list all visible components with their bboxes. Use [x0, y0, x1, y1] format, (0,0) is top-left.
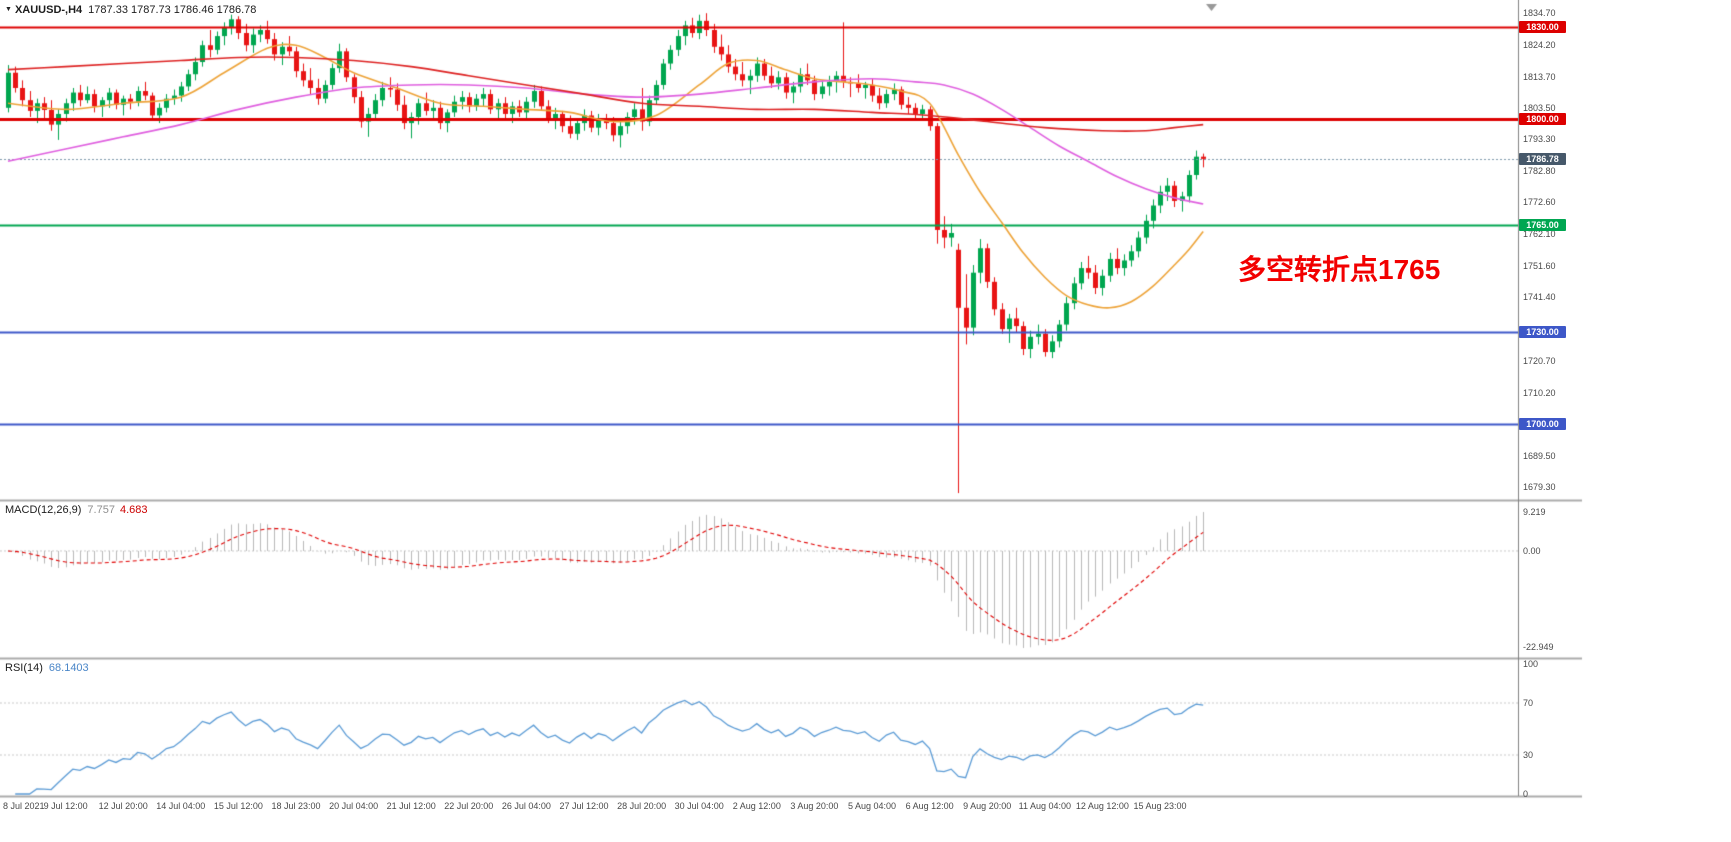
- macd-main-value: 7.757: [87, 504, 115, 516]
- annotation-text: 多空转折点1765: [1238, 254, 1441, 285]
- ohlc-readout: 1787.33 1787.73 1786.46 1786.78: [88, 4, 257, 16]
- rsi-header: RSI(14) 68.1403: [5, 662, 89, 674]
- symbol-dropdown-icon[interactable]: ▼: [5, 6, 12, 13]
- rsi-value: 68.1403: [48, 662, 89, 674]
- rsi-label: RSI(14): [5, 662, 43, 674]
- chart-header: ▼ XAUUSD-,H4 1787.33 1787.73 1786.46 1786.…: [5, 4, 256, 16]
- macd-header: MACD(12,26,9) 7.757 4.683: [5, 504, 147, 516]
- macd-signal-value: 4.683: [119, 504, 148, 516]
- symbol-period-label: XAUUSD-,H4: [14, 4, 83, 16]
- macd-label: MACD(12,26,9): [5, 504, 82, 516]
